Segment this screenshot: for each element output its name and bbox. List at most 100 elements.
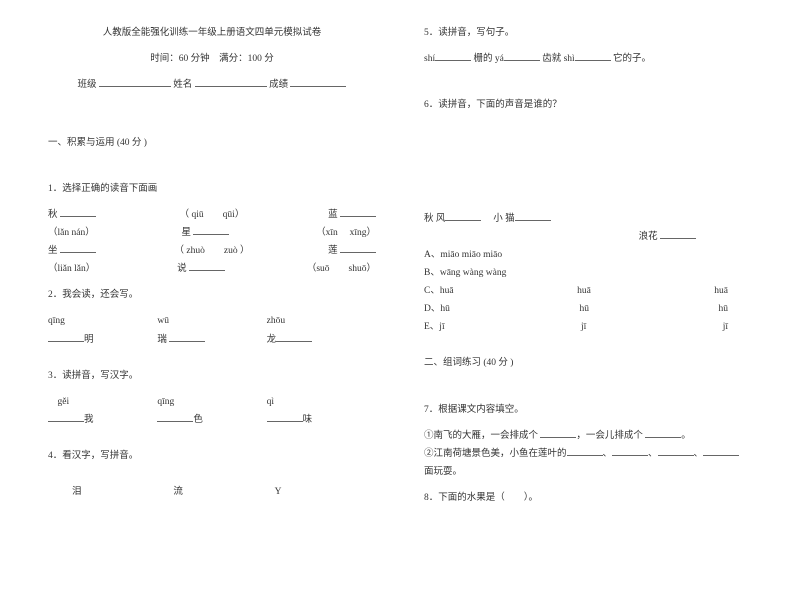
rq1-row2: 浪花 [424,228,752,246]
q3-blank[interactable] [48,412,84,422]
opt-c: C、huā huā huā [424,282,752,300]
name-blank[interactable] [195,77,267,87]
q1-blank[interactable] [189,261,225,271]
q5-mid2: 齿就 shì [542,54,574,64]
score-label: 成绩 [269,80,288,90]
q3-p3: qì [267,397,274,407]
q5-mid1: 栅的 yá [473,54,503,64]
section-1-heading: 一、积累与运用 (40 分 ) [48,134,376,152]
q5-pre: shí [424,54,435,64]
q1-row4: （liǎn lǎn） 说 （suō shuō） [48,260,376,278]
q7-label: 7．根据课文内容填空。 [424,401,752,419]
opt-c3: huā [714,282,728,300]
q3-c3: 味 [303,415,313,425]
q2-blank[interactable] [48,332,84,342]
q3-pinyin: gěi qīng qì [48,393,376,411]
q1-blank[interactable] [340,243,376,253]
name-label: 姓名 [173,80,192,90]
q3-blank[interactable] [157,412,193,422]
q1-row2: （lǎn nán） 星 （xīn xīng） [48,224,376,242]
q2-blank[interactable] [276,332,312,342]
q1-r3b: （ zhuò zuò ） [175,242,250,260]
opt-c1: C、huā [424,282,454,300]
rq1-blank[interactable] [660,229,696,239]
q2-p2: wū [157,312,266,330]
rq1-r1a: 秋 风 [424,214,445,224]
q3-p2: qīng [157,397,174,407]
opt-e1: E、jī [424,318,445,336]
q1-label: 1．选择正确的读音下面画 [48,180,376,198]
q7-l1a: ①南飞的大雁，一会排成个 [424,431,538,441]
q4-c2: 流 [173,483,274,501]
q7-l3: 面玩耍。 [424,463,752,481]
exam-title: 人教版全能强化训练一年级上册语文四单元模拟试卷 [48,24,376,42]
opt-c2: huā [577,282,591,300]
q7-l2c: 、 [648,449,658,459]
q7-blank[interactable] [703,446,739,456]
q1-r2c: （xīn xīng） [316,224,376,242]
q1-blank[interactable] [60,207,96,217]
q7-blank[interactable] [612,446,648,456]
q1-r1b: （ qiū qūi） [180,206,245,224]
q3-label: 3．读拼音，写汉字。 [48,367,376,385]
q2-pinyin: qīng wū zhōu [48,312,376,330]
q7-blank[interactable] [567,446,603,456]
q3-blank[interactable] [267,412,303,422]
q7-l1c: 。 [681,431,691,441]
q4-label: 4．看汉字，写拼音。 [48,447,376,465]
q1-row3: 坐 （ zhuò zuò ） 莲 [48,242,376,260]
exam-meta: 时间：60 分钟 满分：100 分 [48,50,376,68]
q1-r4b: 说 [177,264,187,274]
student-fields: 班级 姓名 成绩 [48,76,376,94]
q7-l2: ②江南荷塘景色美，小鱼在莲叶的 、 、 、 [424,445,752,463]
title-block: 人教版全能强化训练一年级上册语文四单元模拟试卷 时间：60 分钟 满分：100 … [48,24,376,94]
class-blank[interactable] [99,77,171,87]
opt-e: E、jī jī jī [424,318,752,336]
q4-c1: 泪 [72,483,173,501]
opt-b: B、wāng wàng wàng [424,264,752,282]
q1-r4c: （suō shuō） [307,260,376,278]
q7-blank[interactable] [645,428,681,438]
opt-e3: jī [723,318,728,336]
q7-blank[interactable] [540,428,576,438]
q2-chars: 明 瑞 龙 [48,331,376,349]
q2-c3: 龙 [267,335,277,345]
right-column: 5．读拼音，写句子。 shí 栅的 yá 齿就 shì 它的子。 6．读拼音，下… [424,24,752,568]
q5-blank[interactable] [575,51,611,61]
q7-blank[interactable] [658,446,694,456]
rq1-r2: 浪花 [639,232,658,242]
q5-blank[interactable] [504,51,540,61]
q1-row1: 秋 （ qiū qūi） 蓝 [48,206,376,224]
q2-blank[interactable] [169,332,205,342]
q4-chars: 泪 流 Y [48,483,376,501]
section-2-heading: 二、组词练习 (40 分 ) [424,354,752,372]
opt-d2: hū [579,300,589,318]
q5-label: 5．读拼音，写句子。 [424,24,752,42]
q1-blank[interactable] [340,207,376,217]
class-label: 班级 [78,80,97,90]
left-column: 人教版全能强化训练一年级上册语文四单元模拟试卷 时间：60 分钟 满分：100 … [48,24,376,568]
q7-l2b: 、 [603,449,613,459]
q7-l2d: 、 [694,449,704,459]
q2-label: 2．我会读，还会写。 [48,286,376,304]
opt-d: D、hū hū hū [424,300,752,318]
q1-r2a: （lǎn nán） [48,224,95,242]
q8-label: 8．下面的水果是（ ）。 [424,489,752,507]
q7-l2a: ②江南荷塘景色美，小鱼在莲叶的 [424,449,567,459]
q3-c1: 我 [84,415,94,425]
rq1-blank[interactable] [445,211,481,221]
q3-c2: 色 [193,415,203,425]
score-blank[interactable] [290,77,346,87]
q2-p1: qīng [48,312,157,330]
q3-p1: gěi [58,397,70,407]
opt-d3: hū [719,300,729,318]
q7-l1: ①南飞的大雁，一会排成个 ，一会儿排成个 。 [424,427,752,445]
q1-r1a: 秋 [48,210,58,220]
rq1-blank[interactable] [515,211,551,221]
q2-c1: 明 [84,335,94,345]
q1-blank[interactable] [193,225,229,235]
q5-blank[interactable] [435,51,471,61]
q1-r3c: 莲 [328,246,338,256]
q1-blank[interactable] [60,243,96,253]
q1-r4a: （liǎn lǎn） [48,260,95,278]
